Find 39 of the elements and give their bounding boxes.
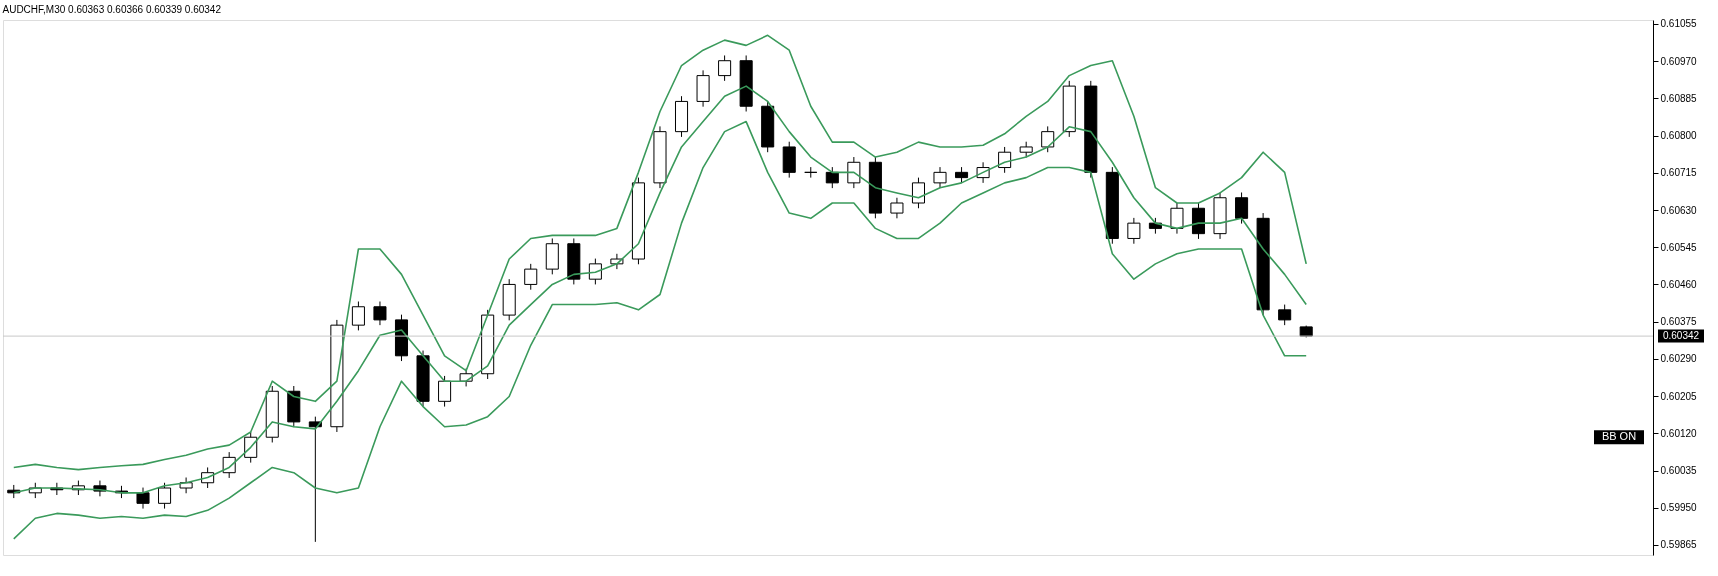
y-tick-label: 0.60715 bbox=[1660, 167, 1698, 179]
y-tick-label: 0.60375 bbox=[1660, 316, 1698, 328]
candlestick bbox=[825, 166, 839, 189]
y-tick-label: 0.60205 bbox=[1660, 390, 1698, 402]
candlestick bbox=[136, 487, 150, 510]
candlestick bbox=[373, 301, 387, 326]
candlestick bbox=[158, 482, 172, 510]
candlestick bbox=[911, 177, 925, 209]
candlestick bbox=[1127, 217, 1141, 245]
candlestick bbox=[524, 263, 538, 291]
text: BB ON bbox=[1601, 430, 1637, 443]
candlestick bbox=[438, 375, 452, 408]
line-series bbox=[12, 120, 1307, 540]
y-tick-label: 0.60630 bbox=[1660, 204, 1698, 216]
y-tick-label: 0.60545 bbox=[1660, 241, 1698, 253]
y-tick-label: 0.59865 bbox=[1660, 539, 1698, 551]
candlestick bbox=[804, 166, 818, 179]
y-tick-label: 0.60800 bbox=[1660, 130, 1698, 142]
candlestick bbox=[718, 54, 732, 82]
chart-title: AUDCHF,M30 0.60363 0.60366 0.60339 0.60342 bbox=[2, 3, 222, 15]
candlestick bbox=[1041, 125, 1055, 153]
candlestick bbox=[1278, 304, 1292, 326]
ref-line-label: 0.60342 bbox=[1662, 330, 1700, 342]
candlestick bbox=[933, 166, 947, 189]
y-tick-label: 0.60970 bbox=[1660, 55, 1698, 67]
candlestick bbox=[179, 477, 193, 494]
y-tick-label: 0.60290 bbox=[1660, 353, 1698, 365]
y-tick-label: 0.60460 bbox=[1660, 278, 1698, 290]
y-tick-label: 0.60120 bbox=[1660, 427, 1698, 439]
candlestick bbox=[351, 301, 365, 331]
line-series bbox=[12, 34, 1307, 471]
candlestick bbox=[890, 197, 904, 219]
y-tick-label: 0.61055 bbox=[1660, 18, 1698, 30]
y-tick-label: 0.60885 bbox=[1660, 92, 1698, 104]
y-tick-label: 0.59950 bbox=[1660, 502, 1698, 514]
y-tick-label: 0.60035 bbox=[1660, 465, 1698, 476]
candlestick bbox=[1235, 192, 1249, 225]
candlestick bbox=[1170, 202, 1184, 235]
candlestick bbox=[847, 156, 861, 189]
